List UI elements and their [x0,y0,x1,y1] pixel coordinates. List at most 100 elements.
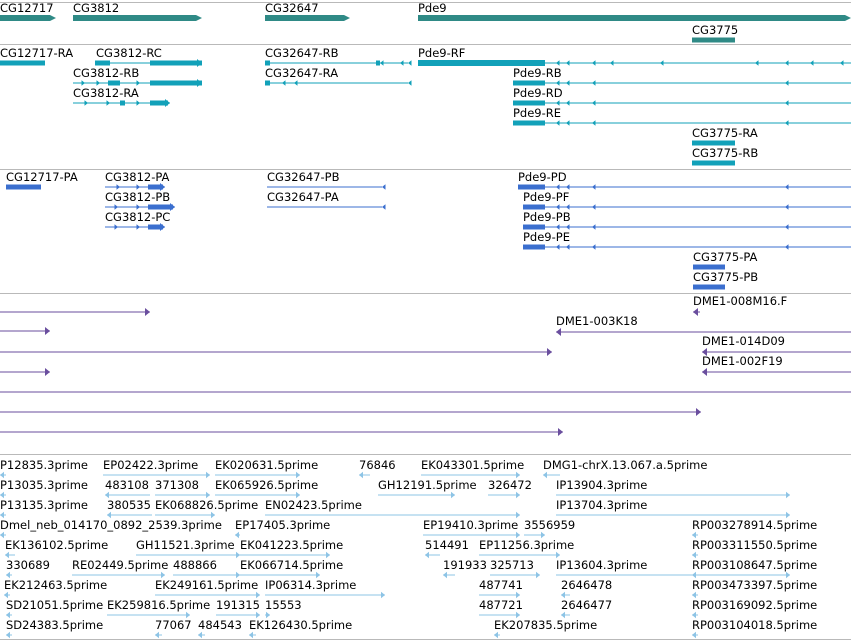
est-end-arrow[interactable] [198,631,202,639]
est-end-arrow[interactable] [443,571,447,579]
transcript-strand-arrow[interactable] [408,80,412,86]
protein-exon[interactable] [148,224,163,230]
est-end-arrow[interactable] [692,531,696,539]
transcript-exon[interactable] [265,80,270,86]
gene-label[interactable]: CG3775 [692,23,739,37]
est-end-arrow[interactable] [296,471,300,479]
est-end-arrow[interactable] [326,551,330,559]
transcript-strand-arrow[interactable] [556,120,560,126]
transcript-strand-arrow[interactable] [556,100,560,106]
transcript-exon[interactable] [150,60,202,66]
transcript-strand-arrow[interactable] [785,100,789,106]
est-label[interactable]: RE02449.5prime [72,558,169,572]
est-end-arrow[interactable] [211,511,215,519]
est-label[interactable]: 514491 [425,538,469,552]
est-label[interactable]: EK249161.5prime [155,578,259,592]
protein-end-arrow[interactable] [160,183,165,191]
est-end-arrow[interactable] [451,491,455,499]
est-end-arrow[interactable] [561,611,565,619]
clone-end-arrow[interactable] [693,308,698,316]
est-end-arrow[interactable] [381,591,385,599]
protein-strand-arrow[interactable] [592,224,596,230]
protein-strand-arrow[interactable] [556,204,560,210]
transcript-exon[interactable] [265,60,270,66]
est-end-arrow[interactable] [516,471,520,479]
transcript-strand-arrow[interactable] [136,100,141,106]
protein-strand-arrow[interactable] [566,244,570,250]
protein-label[interactable]: Pde9-PF [523,190,570,204]
transcript-label[interactable]: CG3812-RA [73,86,139,100]
est-label[interactable]: RP003311550.5prime [692,538,818,552]
transcript-label[interactable]: CG32647-RA [265,66,339,80]
protein-exon[interactable] [148,184,163,190]
est-label[interactable]: RP003104018.5prime [692,618,818,632]
est-label[interactable]: GH11521.3prime [136,538,235,552]
est-end-arrow[interactable] [786,571,790,579]
protein-label[interactable]: CG3812-PA [105,170,170,184]
protein-end-arrow[interactable] [170,203,175,211]
transcript-strand-arrow[interactable] [96,80,101,86]
clone-label[interactable]: DME1-002F19 [702,354,783,368]
est-label[interactable]: EN02423.5prime [265,498,362,512]
est-end-arrow[interactable] [235,531,239,539]
transcript-strand-arrow[interactable] [84,100,89,106]
est-label[interactable]: EP02422.3prime [103,458,199,472]
protein-strand-arrow[interactable] [136,184,141,190]
est-label[interactable]: 380535 [107,498,151,512]
est-label[interactable]: 484543 [198,618,242,632]
protein-strand-arrow[interactable] [592,204,596,210]
est-end-arrow[interactable] [786,491,790,499]
est-label[interactable]: 325713 [490,558,534,572]
est-end-arrow[interactable] [296,491,300,499]
transcript-exon[interactable] [376,60,380,66]
protein-exon[interactable] [518,184,545,190]
est-label[interactable]: P13135.3prime [0,498,88,512]
est-end-arrow[interactable] [256,591,260,599]
transcript-strand-arrow[interactable] [400,60,404,66]
est-end-arrow[interactable] [543,471,547,479]
est-end-arrow[interactable] [316,571,320,579]
est-end-arrow[interactable] [692,611,696,619]
protein-strand-arrow[interactable] [136,204,141,210]
transcript-strand-arrow[interactable] [380,60,384,66]
est-label[interactable]: 487721 [479,598,523,612]
est-label[interactable]: EK066714.5prime [240,558,344,572]
est-label[interactable]: EK136102.5prime [5,538,109,552]
transcript-strand-arrow[interactable] [610,60,614,66]
est-label[interactable]: IP13604.3prime [556,558,648,572]
clone-end-arrow[interactable] [45,368,50,376]
est-label[interactable]: IP13704.3prime [556,498,648,512]
protein-label[interactable]: CG3812-PB [105,190,171,204]
est-label[interactable]: 330689 [6,558,50,572]
transcript-label[interactable]: Pde9-RD [513,86,563,100]
est-label[interactable]: RP003108647.5prime [692,558,818,572]
protein-strand-arrow[interactable] [116,184,121,190]
transcript-label[interactable]: CG32647-RB [265,46,339,60]
est-label[interactable]: RP003473397.5prime [692,578,818,592]
gene-label[interactable]: Pde9 [418,1,447,15]
protein-label[interactable]: Pde9-PB [523,210,571,224]
est-end-arrow[interactable] [692,571,696,579]
protein-strand-arrow[interactable] [556,224,560,230]
est-end-arrow[interactable] [0,531,4,539]
protein-strand-arrow[interactable] [566,204,570,210]
transcript-end-arrow[interactable] [197,59,202,67]
protein-strand-arrow[interactable] [592,184,596,190]
transcript-exon[interactable] [150,100,168,106]
est-end-arrow[interactable] [236,551,240,559]
est-end-arrow[interactable] [516,511,520,519]
protein-strand-arrow[interactable] [785,244,789,250]
clone-end-arrow[interactable] [558,428,563,436]
transcript-strand-arrow[interactable] [408,60,412,66]
clone-end-arrow[interactable] [145,308,150,316]
transcript-label[interactable]: CG3812-RC [96,46,162,60]
est-end-arrow[interactable] [266,611,270,619]
est-label[interactable]: SD24383.5prime [6,618,104,632]
est-end-arrow[interactable] [516,491,520,499]
transcript-strand-arrow[interactable] [81,80,86,86]
est-label[interactable]: EP19410.3prime [423,518,519,532]
protein-strand-arrow[interactable] [136,224,141,230]
protein-exon[interactable] [148,204,173,210]
est-end-arrow[interactable] [359,471,363,479]
